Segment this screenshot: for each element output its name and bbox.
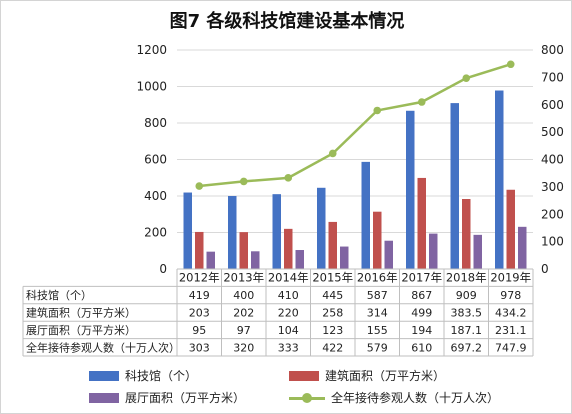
data-label: 422 [322,341,343,354]
data-label: 610 [411,341,432,354]
data-label: 499 [411,307,432,320]
data-label: 434.2 [495,307,527,320]
line-point [239,177,248,186]
y-axis-left-tick-label: 0 [159,262,167,276]
data-label: 95 [192,324,206,337]
data-label: 587 [367,289,388,302]
table-series-name: 全年接待参观人数（十万人次） [26,340,180,354]
y-axis-right-tick-label: 100 [541,235,564,249]
x-axis-tick-label: 2016年 [357,271,398,285]
data-label: 123 [322,324,343,337]
data-label: 445 [322,289,343,302]
bar [284,228,293,269]
data-label: 231.1 [495,324,527,337]
data-label: 419 [189,289,210,302]
table-series-name: 科技馆（个） [26,288,92,302]
data-label: 303 [189,341,210,354]
data-label: 320 [233,341,254,354]
bar [506,189,515,269]
bar [373,211,382,269]
bar [495,90,504,269]
bar [406,110,415,270]
y-axis-right-tick-label: 700 [541,70,564,84]
table-series-name: 展厅面积（万平方米） [26,323,136,337]
y-axis-left-tick-label: 1200 [136,43,167,57]
y-axis-left-tick-label: 800 [144,116,167,130]
data-label: 203 [189,307,210,320]
data-label: 333 [278,341,299,354]
data-label: 410 [278,289,299,302]
line-point [373,106,382,115]
line-point [195,182,204,190]
line-point [506,60,515,69]
y-axis-right-tick-label: 200 [541,207,564,221]
line-point [462,74,471,82]
data-label: 383.5 [451,307,483,320]
data-label: 104 [278,324,299,337]
line-point [328,149,337,158]
x-axis-tick-label: 2017年 [401,271,442,285]
bar [195,231,204,269]
y-axis-left-tick-label: 1000 [136,80,167,94]
data-label: 697.2 [451,341,483,354]
y-axis-right-tick-label: 600 [541,98,564,112]
y-axis-left-tick-label: 200 [144,226,167,240]
y-axis-left-tick-label: 600 [144,153,167,167]
bar [340,246,349,269]
data-label: 187.1 [451,324,483,337]
line-point [284,174,293,182]
x-axis-tick-label: 2019年 [490,271,531,285]
bar [295,250,304,269]
data-label: 258 [322,307,343,320]
bar [317,187,326,269]
data-label: 97 [237,324,251,337]
y-axis-right-tick-label: 400 [541,153,564,167]
bar [239,232,248,269]
y-axis-right-tick-label: 500 [541,125,564,139]
y-axis-right-tick-label: 800 [541,43,564,57]
x-axis-tick-label: 2012年 [179,271,220,285]
y-axis-right-tick-label: 0 [541,262,549,276]
bar [206,251,215,269]
data-label: 220 [278,307,299,320]
data-label: 400 [233,289,254,302]
bar [384,240,393,269]
data-label: 579 [367,341,388,354]
line-point [417,98,426,106]
bar [328,221,337,269]
bar [251,251,260,269]
data-label: 202 [233,307,254,320]
bar [462,199,471,269]
data-label: 867 [411,289,432,302]
y-axis-right-tick-label: 300 [541,180,564,194]
bar [417,177,426,269]
data-label: 194 [411,324,432,337]
table-series-name: 建筑面积（万平方米） [26,306,136,320]
bar [473,234,482,269]
data-label: 747.9 [495,341,527,354]
bar [518,226,527,269]
x-axis-tick-label: 2013年 [223,271,264,285]
bar [183,192,192,269]
x-axis-tick-label: 2015年 [312,271,353,285]
chart-title: 图7 各级科技馆建设基本情况 [169,11,405,32]
y-axis-left-tick-label: 400 [144,189,167,203]
bar [361,161,370,269]
x-axis-tick-label: 2014年 [268,271,309,285]
bar [272,194,281,269]
data-label: 978 [500,289,521,302]
data-label: 314 [367,307,388,320]
series-line [199,63,512,188]
bar [429,233,438,269]
x-axis-tick-label: 2018年 [446,271,487,285]
data-label: 909 [456,289,477,302]
bar [228,196,237,269]
bar [450,103,459,269]
data-label: 155 [367,324,388,337]
